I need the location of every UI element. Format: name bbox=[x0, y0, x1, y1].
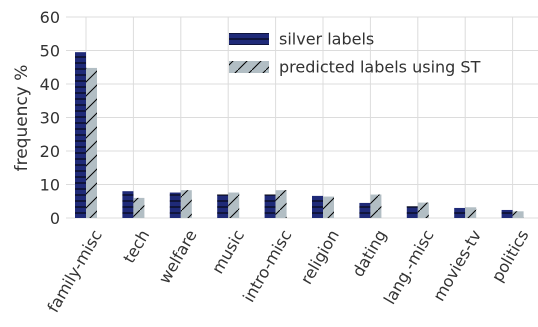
bar-hatch bbox=[454, 207, 466, 218]
bar-hatch bbox=[359, 202, 371, 218]
y-axis-ticks: 0 10 20 30 40 50 60 bbox=[40, 8, 60, 228]
bars bbox=[75, 52, 524, 218]
bar-hatch bbox=[312, 195, 323, 218]
bar-hatch bbox=[512, 211, 524, 218]
x-tick-label: family-misc bbox=[43, 227, 105, 316]
bar-hatch bbox=[133, 197, 145, 218]
x-tick-label: politics bbox=[488, 227, 533, 286]
y-tick-label: 10 bbox=[40, 176, 60, 195]
bar-hatch bbox=[228, 192, 240, 218]
bar-hatch bbox=[323, 196, 334, 218]
x-tick-label: welfare bbox=[155, 227, 201, 288]
bar-hatch bbox=[465, 207, 477, 218]
y-tick-label: 20 bbox=[40, 142, 60, 161]
y-axis-label: frequency % bbox=[12, 65, 32, 172]
bar-hatch bbox=[501, 209, 513, 218]
y-tick-label: 50 bbox=[40, 42, 60, 61]
bar-hatch bbox=[180, 190, 192, 218]
bar-hatch bbox=[406, 206, 418, 218]
legend-label-1: predicted labels using ST bbox=[279, 58, 481, 77]
x-tick-label: movies-tv bbox=[429, 227, 485, 305]
bar-hatch bbox=[275, 190, 287, 218]
x-tick-label: tech bbox=[119, 227, 153, 267]
legend-swatch-hatch bbox=[229, 33, 269, 45]
bar-hatch bbox=[264, 194, 276, 218]
bar-hatch bbox=[370, 194, 382, 218]
y-tick-label: 0 bbox=[50, 209, 60, 228]
x-tick-label: dating bbox=[348, 227, 390, 281]
legend-swatch-hatch bbox=[229, 61, 269, 73]
x-tick-label: religion bbox=[297, 227, 343, 288]
x-tick-label: intro-misc bbox=[239, 227, 296, 306]
bar-hatch bbox=[122, 191, 134, 218]
bar-hatch bbox=[217, 194, 229, 218]
bar-hatch bbox=[169, 192, 181, 218]
y-tick-label: 40 bbox=[40, 75, 60, 94]
y-tick-label: 30 bbox=[40, 109, 60, 128]
grid-lines bbox=[66, 16, 538, 219]
legend: silver labels predicted labels using ST bbox=[229, 30, 481, 77]
bar-hatch bbox=[417, 202, 429, 218]
y-tick-label: 60 bbox=[40, 8, 60, 27]
legend-label-0: silver labels bbox=[279, 30, 374, 49]
bar-hatch bbox=[86, 67, 97, 218]
bar-hatch bbox=[75, 52, 86, 218]
x-tick-label: music bbox=[208, 227, 248, 277]
